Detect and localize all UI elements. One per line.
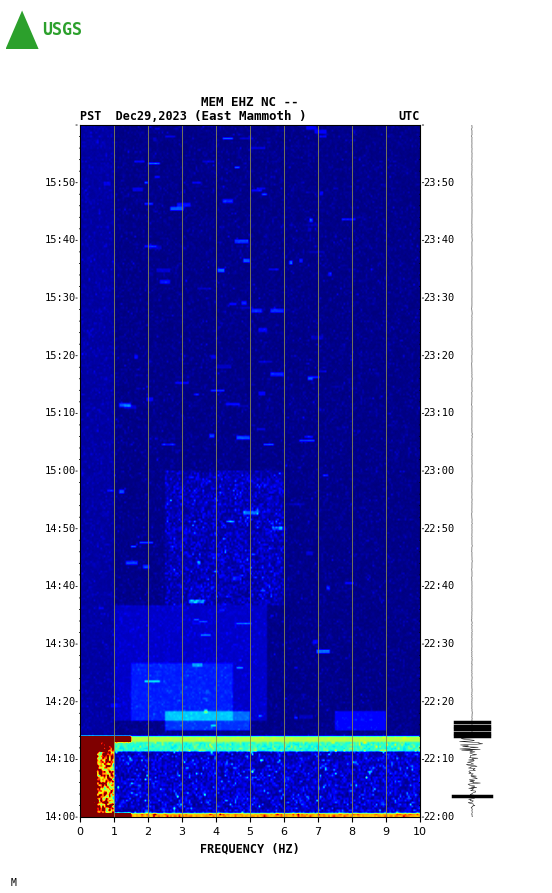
Text: 23:50: 23:50 bbox=[424, 178, 455, 188]
Text: 15:40: 15:40 bbox=[45, 236, 76, 246]
Text: 23:20: 23:20 bbox=[424, 351, 455, 361]
Text: UTC: UTC bbox=[398, 110, 420, 123]
Text: 14:40: 14:40 bbox=[45, 581, 76, 591]
Text: 14:50: 14:50 bbox=[45, 523, 76, 534]
Text: 22:10: 22:10 bbox=[424, 755, 455, 764]
Text: 22:20: 22:20 bbox=[424, 697, 455, 706]
Text: 22:50: 22:50 bbox=[424, 523, 455, 534]
Text: 15:50: 15:50 bbox=[45, 178, 76, 188]
Text: PST  Dec29,2023: PST Dec29,2023 bbox=[80, 110, 187, 123]
Text: 14:10: 14:10 bbox=[45, 755, 76, 764]
Text: 15:30: 15:30 bbox=[45, 293, 76, 303]
Text: 23:40: 23:40 bbox=[424, 236, 455, 246]
Text: M: M bbox=[11, 878, 17, 888]
Polygon shape bbox=[6, 11, 39, 49]
Text: 23:30: 23:30 bbox=[424, 293, 455, 303]
Text: 22:30: 22:30 bbox=[424, 639, 455, 649]
Text: (East Mammoth ): (East Mammoth ) bbox=[194, 110, 306, 123]
Text: MEM EHZ NC --: MEM EHZ NC -- bbox=[201, 96, 299, 109]
Text: 14:00: 14:00 bbox=[45, 812, 76, 822]
Text: 22:00: 22:00 bbox=[424, 812, 455, 822]
Text: 15:00: 15:00 bbox=[45, 466, 76, 476]
Text: 14:30: 14:30 bbox=[45, 639, 76, 649]
X-axis label: FREQUENCY (HZ): FREQUENCY (HZ) bbox=[200, 842, 300, 855]
Text: 23:00: 23:00 bbox=[424, 466, 455, 476]
Text: 15:10: 15:10 bbox=[45, 408, 76, 419]
Text: 14:20: 14:20 bbox=[45, 697, 76, 706]
Text: 23:10: 23:10 bbox=[424, 408, 455, 419]
Text: USGS: USGS bbox=[42, 21, 82, 38]
Text: 22:40: 22:40 bbox=[424, 581, 455, 591]
Text: 15:20: 15:20 bbox=[45, 351, 76, 361]
